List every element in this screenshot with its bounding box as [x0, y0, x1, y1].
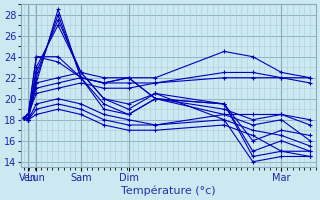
- X-axis label: Température (°c): Température (°c): [121, 185, 216, 196]
